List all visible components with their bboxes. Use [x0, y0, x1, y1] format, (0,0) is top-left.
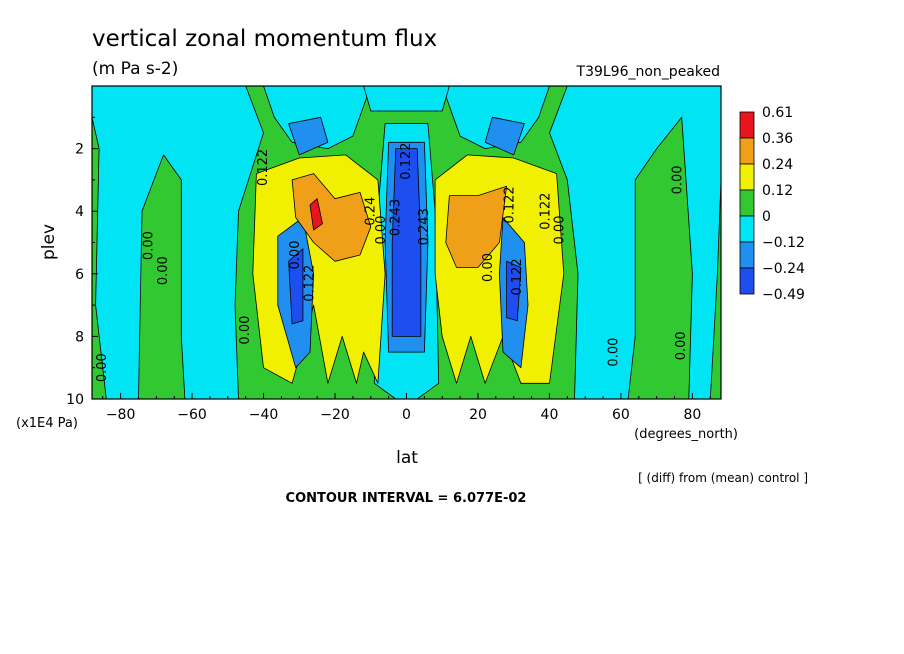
colorbar-swatch [739, 189, 755, 217]
y-axis-units: (x1E4 Pa) [16, 416, 78, 431]
contour-label: 0.00 [671, 165, 686, 194]
contour-label: 0.00 [481, 253, 496, 282]
colorbar-label: 0.61 [762, 105, 793, 121]
filled-contours [92, 86, 721, 399]
region-darkblue-south [288, 248, 304, 325]
x-axis-units: (degrees_north) [634, 427, 738, 442]
colorbar-swatch [739, 215, 755, 243]
colorbar-label: −0.49 [762, 287, 805, 303]
contour-label: 0.00 [95, 353, 110, 382]
region-cyan-south-top [263, 86, 372, 150]
contour-label: 0.24 [363, 197, 378, 226]
x-tick-label: −60 [177, 407, 207, 423]
contour-label: 0.00 [156, 256, 171, 285]
contour-label: 0.00 [674, 331, 689, 360]
contour-label: 0.122 [256, 149, 271, 186]
colorbar: 0.61 0.36 0.24 0.12 0 −0.12 −0.24 −0.49 [739, 105, 805, 303]
colorbar-label: 0.24 [762, 157, 793, 173]
region-cyan-north [549, 86, 721, 399]
chart-title: vertical zonal momentum flux [92, 26, 437, 52]
x-tick-label: 20 [469, 407, 487, 423]
y-tick-label: 8 [75, 329, 84, 345]
x-tick-label: 40 [541, 407, 559, 423]
y-tick-label: 6 [75, 267, 84, 283]
colorbar-swatch [739, 163, 755, 191]
y-tick-label: 10 [66, 392, 84, 408]
units-label: (m Pa s-2) [92, 59, 178, 79]
colorbar-swatch [739, 241, 755, 269]
y-axis-label: plev [39, 224, 59, 260]
diff-note: [ (diff) from (mean) control ] [638, 471, 808, 485]
x-axis: −80 −60 −40 −20 0 20 40 60 80 [102, 393, 711, 423]
colorbar-label: −0.12 [762, 235, 805, 251]
contour-labels: 0.1220.000.000.000.000.000.1220.240.000.… [95, 142, 689, 382]
contour-label: 0.122 [538, 193, 553, 230]
contour-label: 0.122 [399, 142, 414, 179]
contour-label: 0.00 [288, 241, 303, 270]
colorbar-swatch [739, 137, 755, 165]
colorbar-swatch [739, 111, 755, 139]
region-cyan-south [92, 86, 264, 399]
contour-label: 0.00 [553, 216, 568, 245]
region-orange-south [291, 173, 372, 262]
colorbar-label: −0.24 [762, 261, 805, 277]
region-cyan-upper-strip [363, 86, 450, 112]
contour-label: 0.122 [503, 186, 518, 223]
region-midblue-north-upper [484, 116, 525, 156]
contour-label: 0.243 [417, 208, 432, 245]
contour-label: 0.122 [303, 265, 318, 302]
x-tick-label: 80 [683, 407, 701, 423]
contour-label: 0.00 [374, 216, 389, 245]
y-tick-label: 2 [75, 142, 84, 158]
x-tick-label: 60 [612, 407, 630, 423]
contour-label: 0.00 [238, 316, 253, 345]
region-red-south [309, 198, 323, 231]
region-darkblue-equator [391, 148, 422, 337]
colorbar-label: 0.36 [762, 131, 793, 147]
x-tick-label: −80 [106, 407, 136, 423]
colorbar-swatch [739, 267, 755, 295]
plot-area: 0.1220.000.000.000.000.000.1220.240.000.… [66, 85, 722, 423]
contour-label: 0.122 [510, 258, 525, 295]
region-orange-north [445, 185, 508, 268]
region-darkblue-north [506, 260, 522, 322]
x-tick-label: 0 [402, 407, 411, 423]
x-tick-label: −20 [320, 407, 350, 423]
region-midblue-south-upper [288, 116, 329, 156]
contour-label: 0.243 [388, 199, 403, 236]
contour-interval: CONTOUR INTERVAL = 6.077E-02 [286, 491, 527, 506]
colorbar-label: 0.12 [762, 183, 793, 199]
colorbar-label: 0 [762, 209, 771, 225]
y-tick-label: 4 [75, 204, 84, 220]
x-tick-label: −40 [249, 407, 279, 423]
contour-label: 0.00 [606, 338, 621, 367]
x-axis-label: lat [396, 448, 418, 468]
contour-label: 0.00 [142, 231, 157, 260]
run-label: T39L96_non_peaked [576, 64, 720, 80]
region-cyan-north-top [441, 86, 550, 150]
y-axis: 2 4 6 8 10 [66, 116, 98, 408]
